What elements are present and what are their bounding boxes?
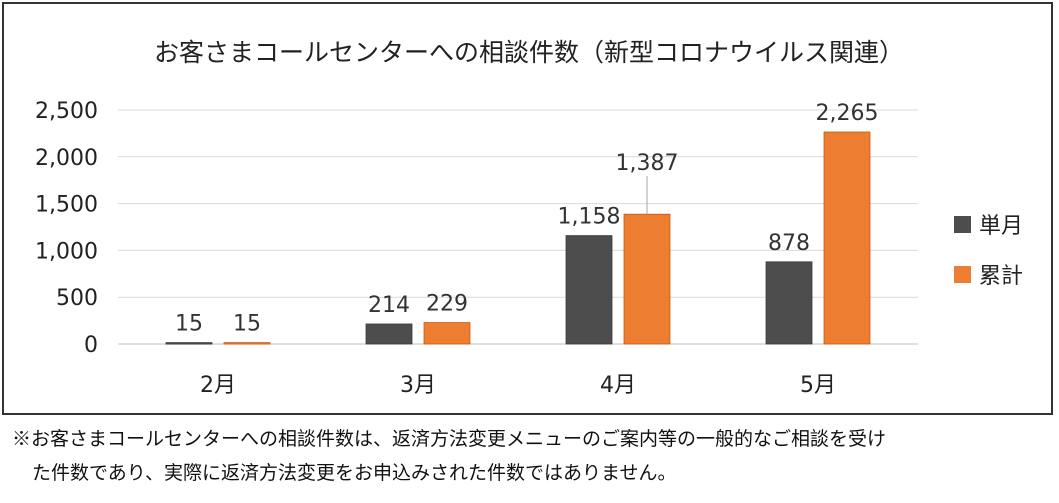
legend-swatch: [954, 266, 971, 283]
legend-label: 単月: [979, 214, 1023, 239]
bar-monthly: [165, 342, 213, 345]
data-label: 15: [233, 312, 261, 337]
y-tick-label: 1,500: [35, 193, 98, 218]
bar-cumulative: [223, 342, 271, 345]
data-label: 214: [368, 293, 410, 318]
y-tick-label: 500: [56, 286, 98, 311]
data-label: 1,387: [616, 151, 679, 176]
x-axis-ticks: 2月 3月 4月 5月: [200, 373, 836, 398]
y-tick-label: 0: [84, 333, 98, 358]
legend-swatch: [954, 216, 971, 233]
x-tick-label: 4月: [600, 373, 636, 398]
chart-frame: 0 500 1,000 1,500 2,000 2,500 15 15 214 229 1,158…: [2, 2, 1053, 415]
chart: 0 500 1,000 1,500 2,000 2,500 15 15 214 229 1,158…: [35, 38, 1023, 398]
data-labels: 15 15 214 229 1,158 1,387 878 2,265: [175, 101, 878, 337]
y-tick-label: 1,000: [35, 239, 98, 264]
y-axis-ticks: 0 500 1,000 1,500 2,000 2,500: [35, 99, 98, 358]
bars: [165, 131, 871, 345]
chart-title: お客さまコールセンターへの相談件数（新型コロナウイルス関連）: [154, 38, 904, 67]
bar-cumulative: [423, 322, 471, 345]
data-label: 1,158: [558, 205, 621, 230]
x-tick-label: 3月: [400, 373, 436, 398]
data-label: 878: [768, 231, 810, 256]
bar-monthly: [765, 261, 813, 345]
data-label: 15: [175, 312, 203, 337]
bar-cumulative: [623, 213, 671, 345]
data-label: 2,265: [816, 101, 879, 126]
y-tick-label: 2,500: [35, 99, 98, 124]
bar-cumulative: [823, 131, 871, 345]
y-tick-label: 2,000: [35, 146, 98, 171]
data-label: 229: [426, 292, 468, 317]
x-tick-label: 5月: [800, 373, 836, 398]
legend-label: 累計: [979, 264, 1023, 289]
bar-monthly: [565, 235, 613, 345]
bar-monthly: [365, 323, 413, 345]
footnote-line-2: た件数であり、実際に返済方法変更をお申込みされた件数ではありません。: [32, 462, 677, 484]
footnote-line-1: ※お客さまコールセンターへの相談件数は、返済方法変更メニューのご案内等の一般的な…: [12, 428, 887, 450]
x-tick-label: 2月: [200, 373, 236, 398]
